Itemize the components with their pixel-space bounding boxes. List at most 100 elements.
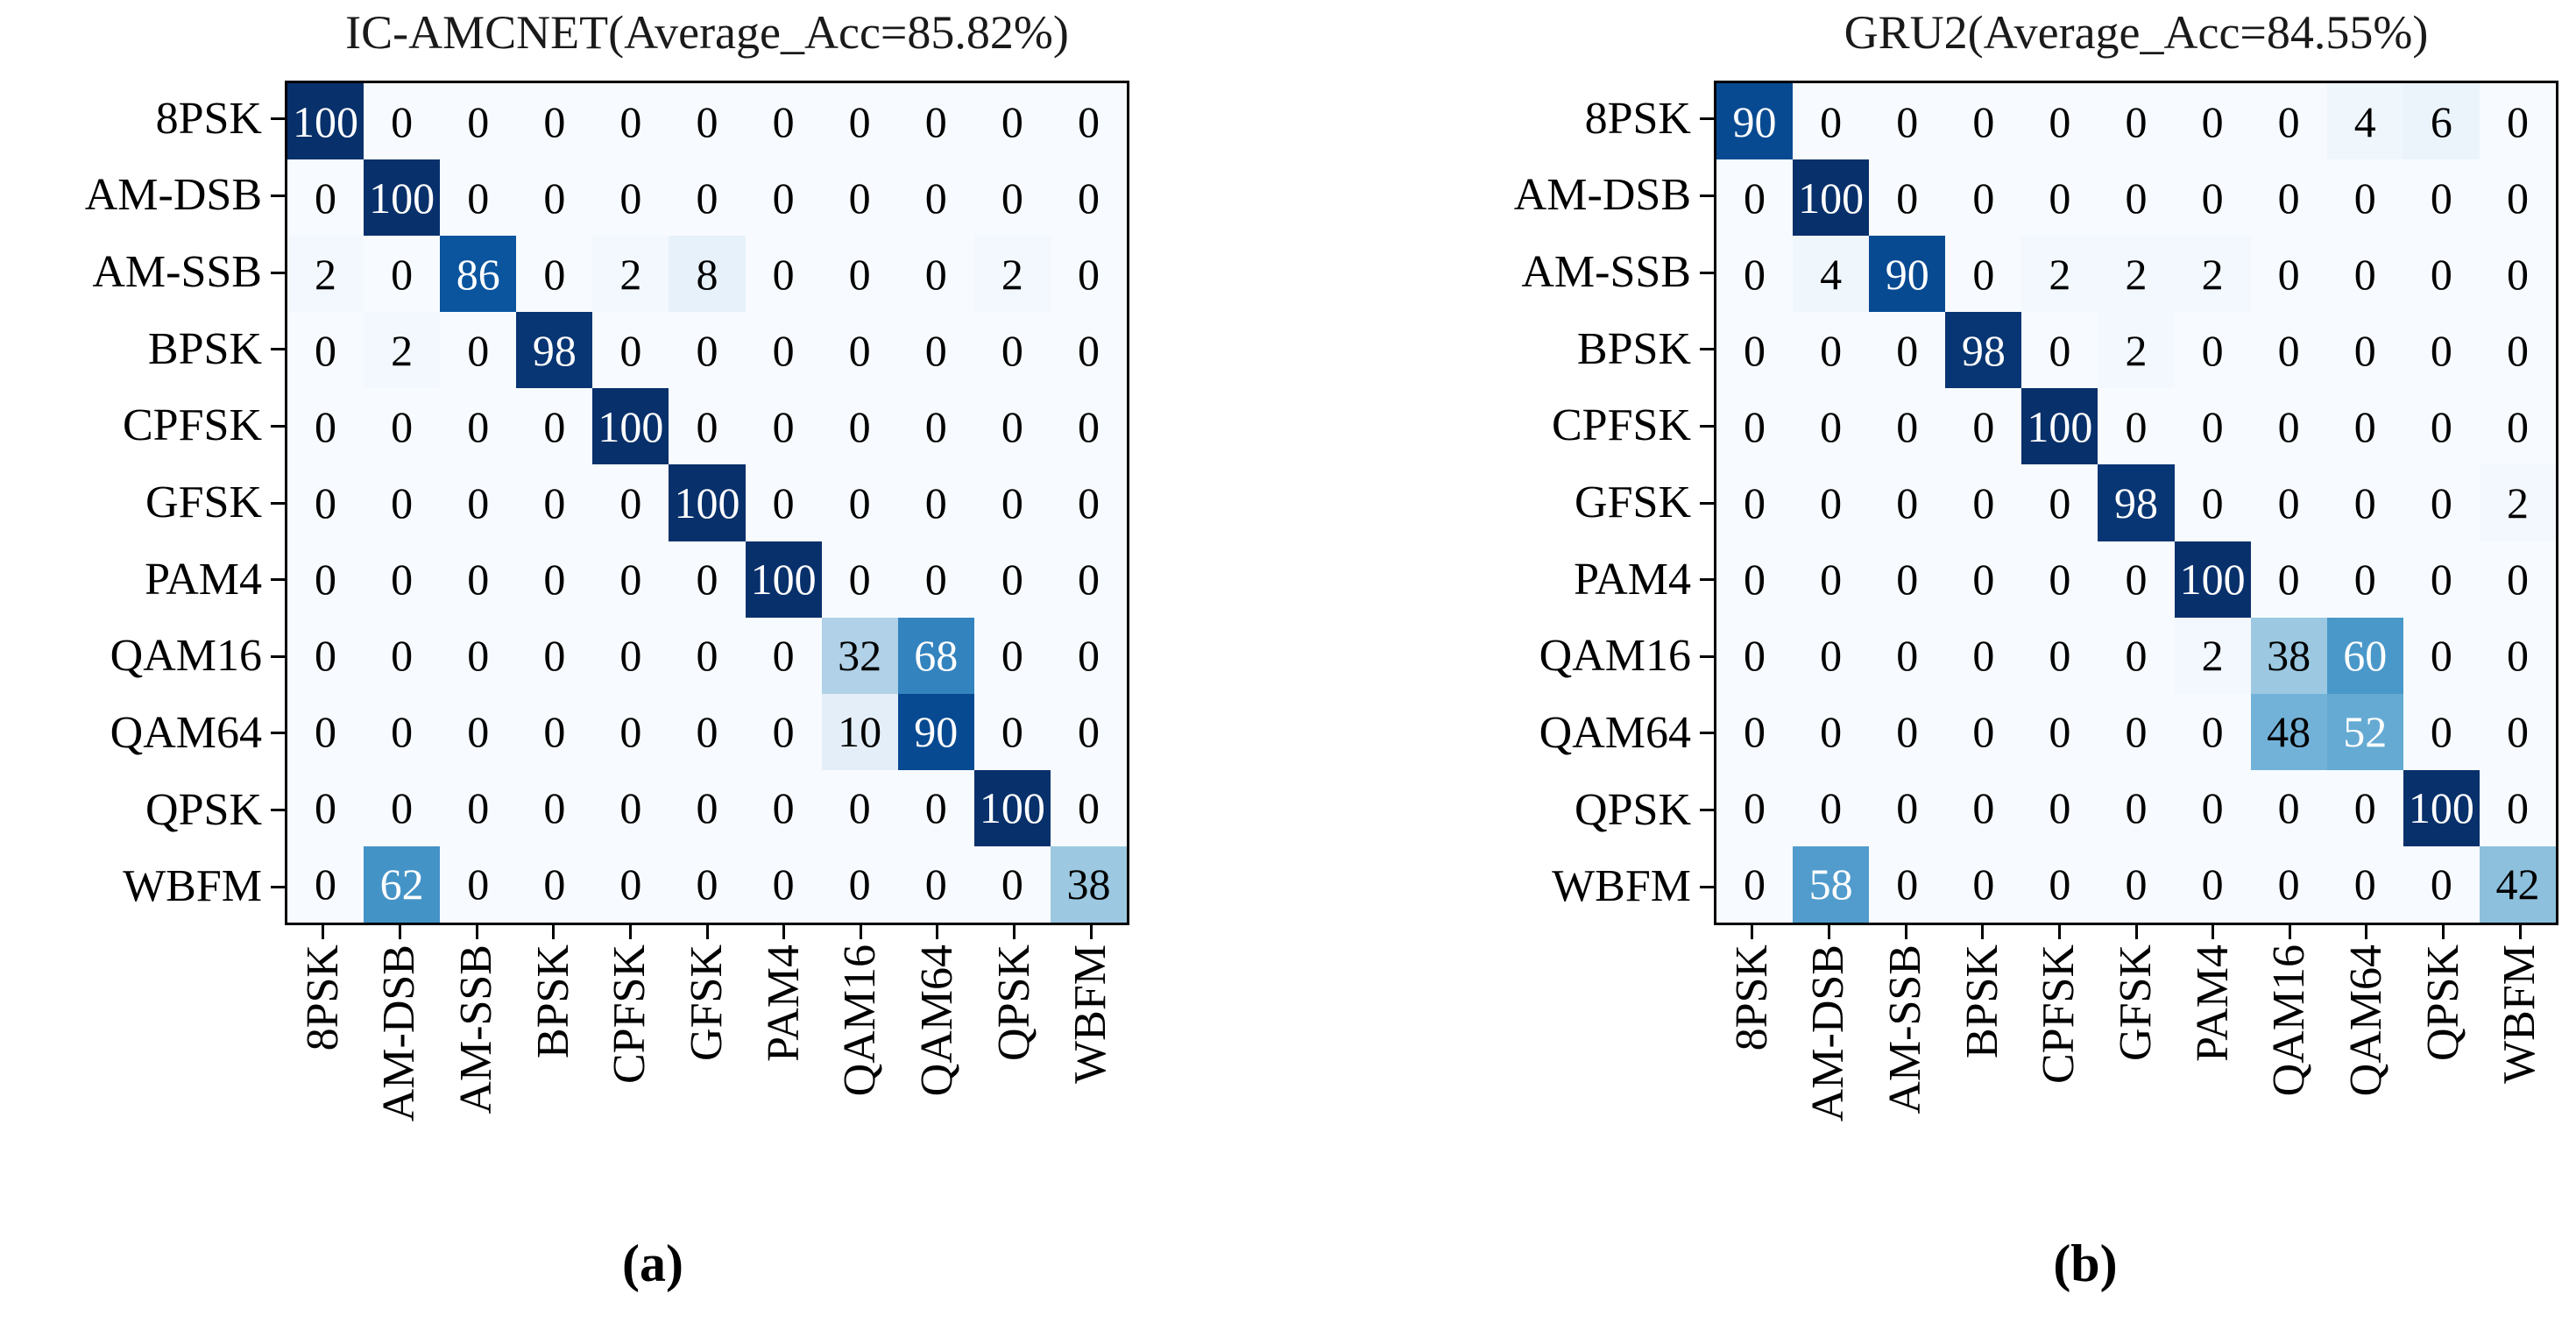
- x-tick: [782, 925, 786, 939]
- matrix-cell-AM-DSB-BPSK: 0: [516, 159, 593, 237]
- matrix-cell-WBFM-GFSK: 0: [2098, 845, 2175, 923]
- matrix-cell-AM-SSB-QAM64: 0: [897, 236, 974, 313]
- matrix-cell-QPSK-8PSK: 0: [287, 769, 364, 846]
- x-tick: [322, 925, 325, 939]
- x-tick: [2442, 925, 2445, 939]
- matrix-cell-CPFSK-CPFSK: 100: [592, 388, 669, 465]
- matrix-cell-QAM64-8PSK: 0: [287, 693, 364, 770]
- matrix-cell-AM-DSB-AM-SSB: 0: [440, 159, 517, 237]
- matrix-cell-CPFSK-AM-SSB: 0: [440, 388, 517, 465]
- matrix-cell-WBFM-AM-DSB: 58: [1793, 845, 1870, 923]
- matrix-cell-GFSK-QAM16: 0: [2250, 464, 2327, 541]
- x-tick-label-PAM4: PAM4: [2187, 944, 2238, 1062]
- matrix-cell-WBFM-PAM4: 0: [745, 845, 822, 923]
- matrix-cell-CPFSK-PAM4: 0: [745, 388, 822, 465]
- matrix-cell-AM-SSB-BPSK: 0: [516, 236, 593, 313]
- y-tick-label-WBFM: WBFM: [123, 861, 262, 912]
- x-tick: [1013, 925, 1016, 939]
- matrix-cell-WBFM-QAM16: 0: [2250, 845, 2327, 923]
- matrix-cell-QAM16-WBFM: 0: [1050, 617, 1127, 694]
- matrix-cell-QPSK-QPSK: 100: [973, 769, 1051, 846]
- matrix-cell-AM-SSB-QAM64: 0: [2326, 236, 2403, 313]
- x-tick-label-CPFSK: CPFSK: [2034, 944, 2084, 1084]
- matrix-cell-8PSK-BPSK: 0: [1945, 83, 2022, 160]
- matrix-cell-QAM16-GFSK: 0: [2098, 617, 2175, 694]
- matrix-cell-GFSK-QPSK: 0: [973, 464, 1051, 541]
- matrix-cell-AM-SSB-PAM4: 2: [2174, 236, 2251, 313]
- matrix-cell-8PSK-PAM4: 0: [2174, 83, 2251, 160]
- y-tick: [1700, 424, 1714, 428]
- matrix-cell-BPSK-BPSK: 98: [1945, 312, 2022, 389]
- matrix-cell-CPFSK-AM-DSB: 0: [364, 388, 441, 465]
- x-tick: [2057, 925, 2061, 939]
- matrix-cell-QPSK-PAM4: 0: [2174, 769, 2251, 846]
- x-tick-label-PAM4: PAM4: [758, 944, 809, 1062]
- matrix-cell-QAM16-QAM16: 32: [821, 617, 898, 694]
- x-tick: [2365, 925, 2368, 939]
- matrix-cell-QAM16-BPSK: 0: [516, 617, 593, 694]
- matrix-cell-8PSK-QAM16: 0: [821, 83, 898, 160]
- matrix-cell-WBFM-8PSK: 0: [1716, 845, 1794, 923]
- matrix-cell-PAM4-AM-DSB: 0: [1793, 541, 1870, 618]
- matrix-cell-QAM16-PAM4: 2: [2174, 617, 2251, 694]
- matrix-cell-BPSK-AM-SSB: 0: [1869, 312, 1946, 389]
- matrix-cell-GFSK-AM-SSB: 0: [1869, 464, 1946, 541]
- y-tick-label-QPSK: QPSK: [1575, 784, 1691, 835]
- matrix-cell-AM-DSB-GFSK: 0: [2098, 159, 2175, 237]
- matrix-cell-QAM64-QAM64: 90: [897, 693, 974, 770]
- x-tick: [2518, 925, 2522, 939]
- matrix-cell-WBFM-WBFM: 42: [2479, 845, 2556, 923]
- x-tick-label-QAM16: QAM16: [835, 944, 886, 1097]
- matrix-cell-QPSK-GFSK: 0: [2098, 769, 2175, 846]
- matrix-cell-QAM64-AM-SSB: 0: [440, 693, 517, 770]
- matrix-cell-AM-DSB-WBFM: 0: [2479, 159, 2556, 237]
- matrix-cell-PAM4-CPFSK: 0: [2021, 541, 2098, 618]
- matrix-cell-AM-SSB-AM-SSB: 90: [1869, 236, 1946, 313]
- matrix-cell-PAM4-CPFSK: 0: [592, 541, 669, 618]
- subfigure-label-a: (a): [622, 1234, 683, 1292]
- matrix-cell-QAM64-GFSK: 0: [669, 693, 746, 770]
- matrix-cell-CPFSK-QAM16: 0: [2250, 388, 2327, 465]
- y-tick: [1700, 578, 1714, 582]
- matrix-cell-GFSK-8PSK: 0: [287, 464, 364, 541]
- matrix-cell-QPSK-8PSK: 0: [1716, 769, 1794, 846]
- matrix-cell-QPSK-AM-SSB: 0: [440, 769, 517, 846]
- x-tick-label-CPFSK: CPFSK: [605, 944, 655, 1084]
- matrix-cell-PAM4-AM-DSB: 0: [364, 541, 441, 618]
- matrix-cell-GFSK-AM-SSB: 0: [440, 464, 517, 541]
- matrix-cell-BPSK-8PSK: 0: [1716, 312, 1794, 389]
- matrix-cell-PAM4-WBFM: 0: [1050, 541, 1127, 618]
- x-tick-label-BPSK: BPSK: [1957, 944, 2007, 1059]
- matrix-cell-BPSK-AM-DSB: 0: [1793, 312, 1870, 389]
- matrix-cell-BPSK-GFSK: 2: [2098, 312, 2175, 389]
- y-tick-label-AM-SSB: AM-SSB: [1521, 247, 1691, 298]
- y-tick-label-8PSK: 8PSK: [1584, 93, 1691, 144]
- x-tick-label-QAM64: QAM64: [911, 944, 962, 1097]
- matrix-cell-BPSK-QPSK: 0: [2403, 312, 2480, 389]
- matrix-cell-AM-SSB-QPSK: 2: [973, 236, 1051, 313]
- subfigure-label-b: (b): [2053, 1234, 2118, 1292]
- y-tick-label-CPFSK: CPFSK: [1552, 400, 1691, 451]
- matrix-cell-QAM64-WBFM: 0: [1050, 693, 1127, 770]
- x-tick-label-AM-SSB: AM-SSB: [451, 944, 502, 1114]
- x-tick: [552, 925, 556, 939]
- matrix-cell-QAM64-BPSK: 0: [1945, 693, 2022, 770]
- matrix-cell-AM-SSB-GFSK: 2: [2098, 236, 2175, 313]
- matrix-cell-8PSK-GFSK: 0: [669, 83, 746, 160]
- matrix-cell-AM-SSB-AM-SSB: 86: [440, 236, 517, 313]
- matrix-cell-GFSK-QPSK: 0: [2403, 464, 2480, 541]
- matrix-cell-QPSK-GFSK: 0: [669, 769, 746, 846]
- matrix-cell-AM-SSB-BPSK: 0: [1945, 236, 2022, 313]
- matrix-cell-GFSK-AM-DSB: 0: [1793, 464, 1870, 541]
- x-tick-label-AM-SSB: AM-SSB: [1880, 944, 1931, 1114]
- matrix-cell-QPSK-QAM64: 0: [897, 769, 974, 846]
- matrix-cell-QPSK-BPSK: 0: [516, 769, 593, 846]
- x-tick: [705, 925, 709, 939]
- matrix-cell-CPFSK-QPSK: 0: [973, 388, 1051, 465]
- matrix-cell-PAM4-GFSK: 0: [669, 541, 746, 618]
- x-tick-label-WBFM: WBFM: [1065, 944, 1116, 1084]
- matrix-cell-QAM64-GFSK: 0: [2098, 693, 2175, 770]
- matrix-cell-8PSK-8PSK: 100: [287, 83, 364, 160]
- matrix-cell-8PSK-QAM64: 0: [897, 83, 974, 160]
- y-tick-label-AM-SSB: AM-SSB: [92, 247, 262, 298]
